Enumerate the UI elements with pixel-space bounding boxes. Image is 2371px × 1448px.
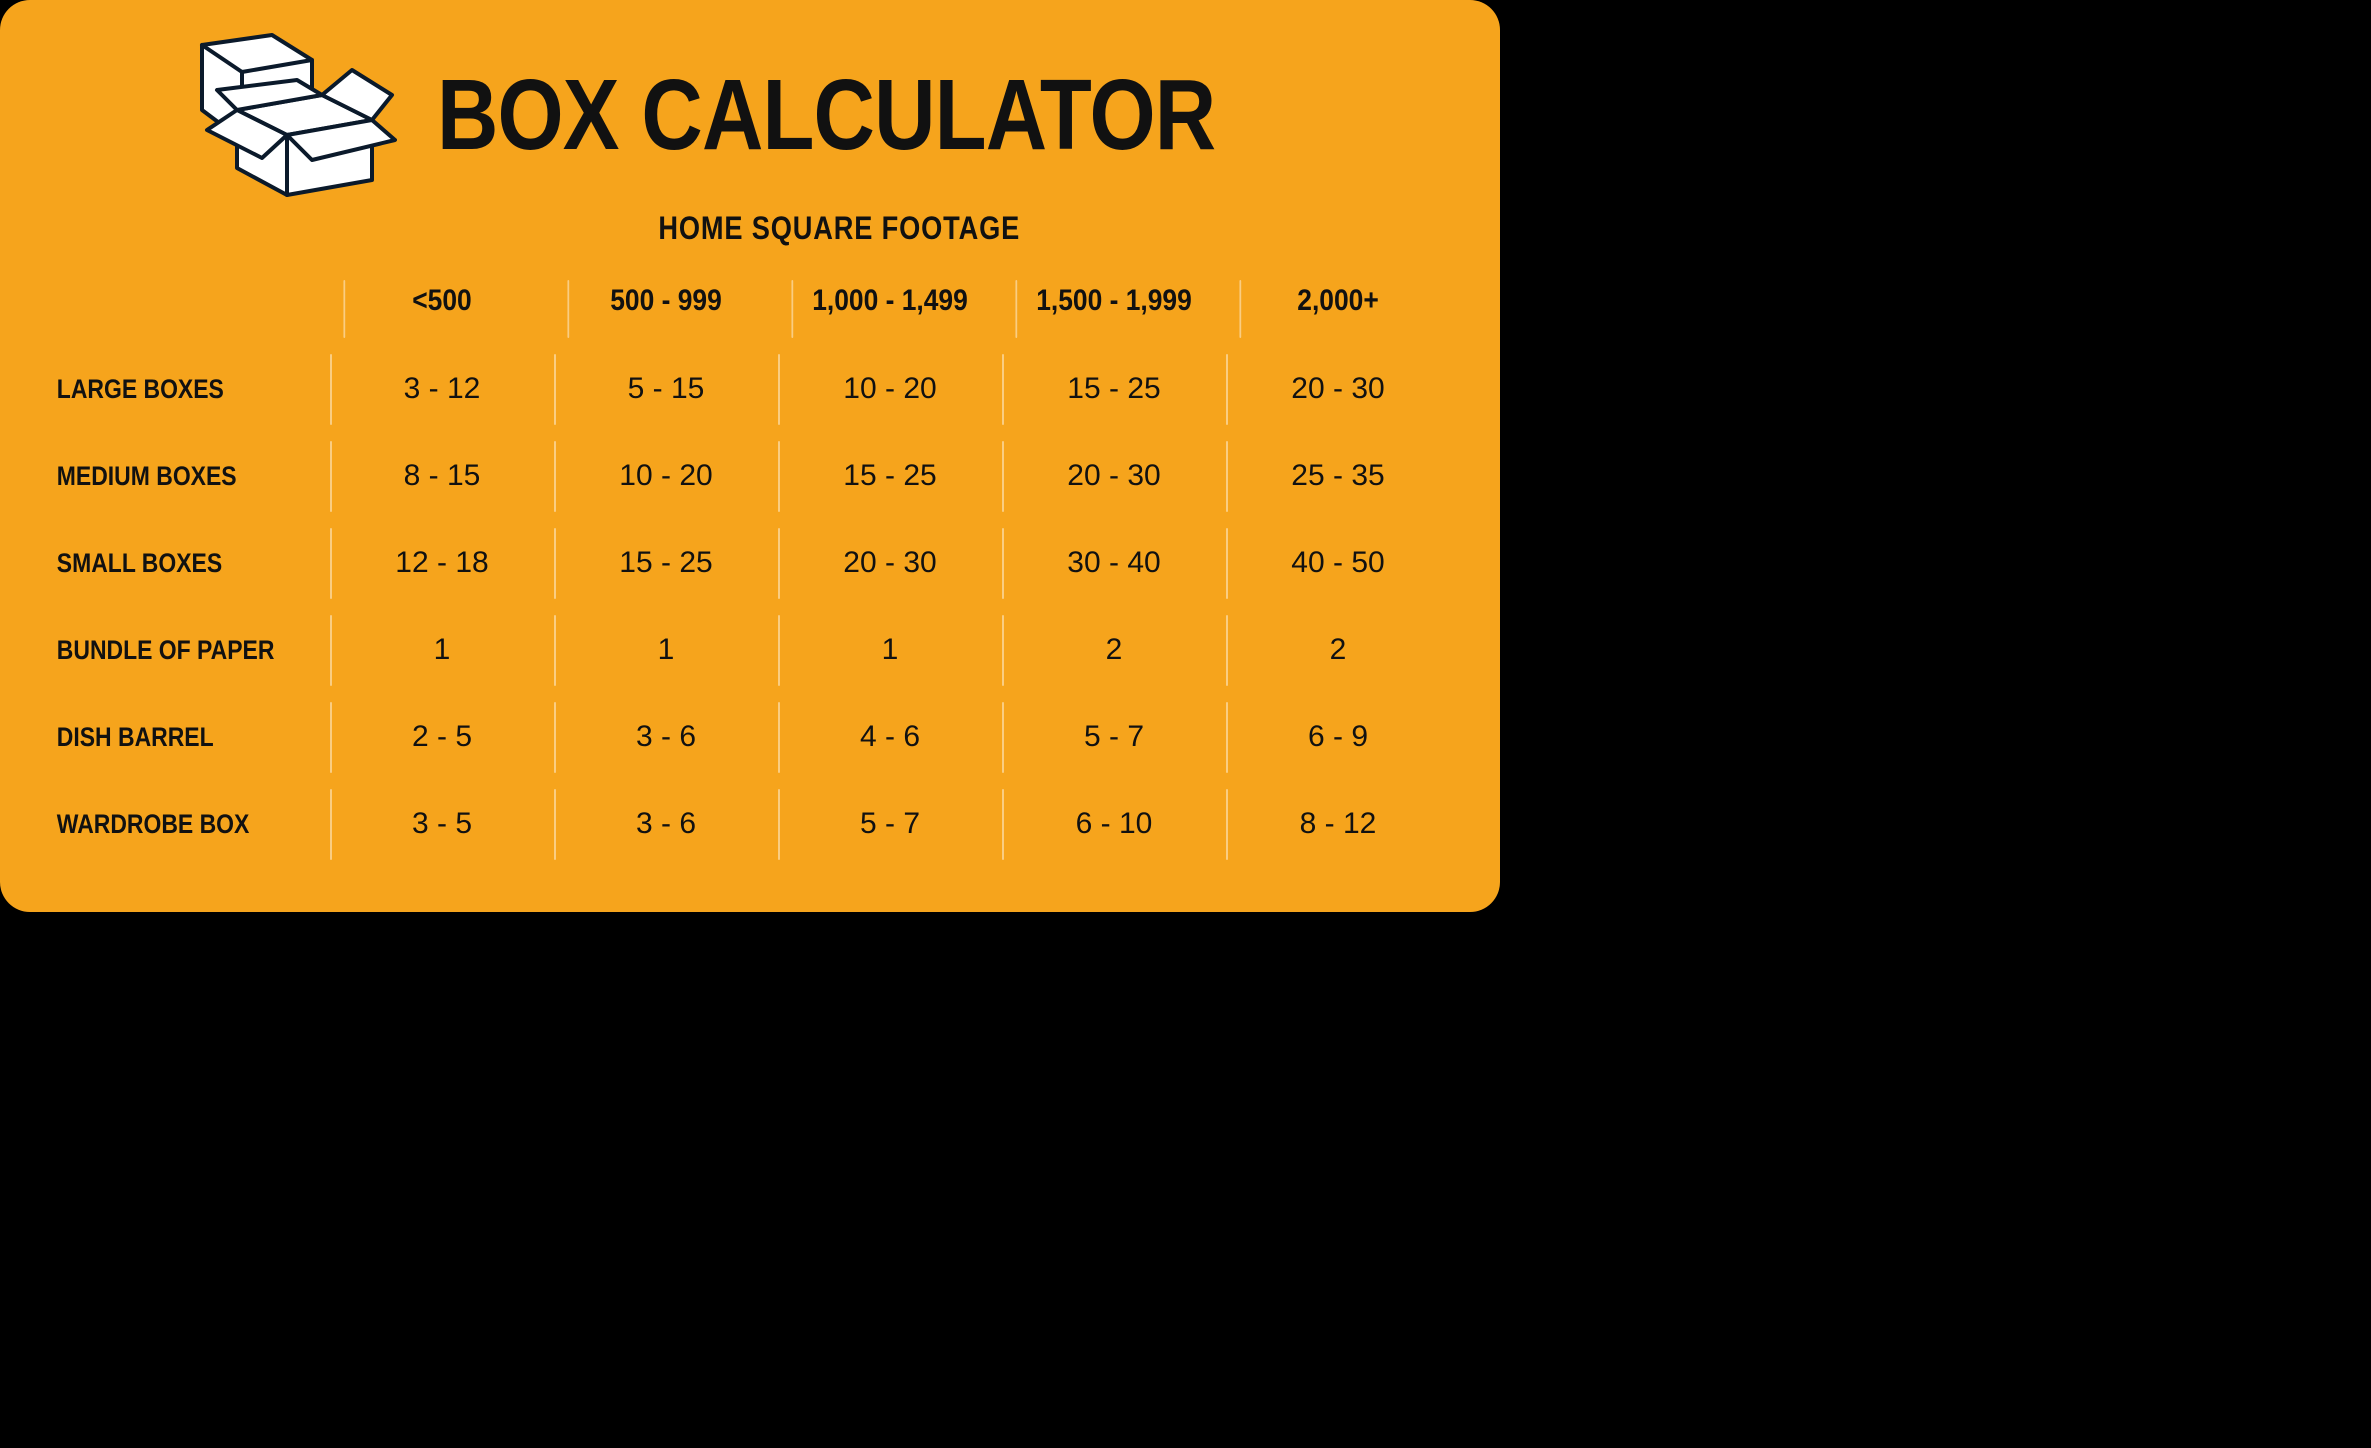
table-cell: 15 - 25 <box>778 433 1002 520</box>
column-header: 500 - 999 <box>567 272 764 346</box>
row-header: SMALL BOXES <box>50 520 288 607</box>
table-cell: 10 - 20 <box>554 433 778 520</box>
table-cell: 3 - 12 <box>330 346 554 433</box>
box-calculator-card: BOX CALCULATOR HOME SQUARE FOOTAGE <5005… <box>0 0 1500 912</box>
table-cell: 2 <box>1002 607 1226 694</box>
table-cell: 15 - 25 <box>554 520 778 607</box>
table-cell: 8 - 12 <box>1226 781 1450 868</box>
column-header: <500 <box>343 272 540 346</box>
table-cell: 5 - 15 <box>554 346 778 433</box>
table-cell: 1 <box>330 607 554 694</box>
table-cell: 10 - 20 <box>778 346 1002 433</box>
column-header: 2,000+ <box>1239 272 1436 346</box>
table-cell: 6 - 10 <box>1002 781 1226 868</box>
table-cell: 1 <box>778 607 1002 694</box>
table-cell: 25 - 35 <box>1226 433 1450 520</box>
table-cell: 2 <box>1226 607 1450 694</box>
table-cell: 20 - 30 <box>1002 433 1226 520</box>
column-header: 1,000 - 1,499 <box>791 272 988 346</box>
table-cell: 20 - 30 <box>1226 346 1450 433</box>
page-title: BOX CALCULATOR <box>437 58 1215 173</box>
table-cell: 5 - 7 <box>778 781 1002 868</box>
subtitle: HOME SQUARE FOOTAGE <box>155 210 1345 247</box>
boxes-icon <box>147 30 397 200</box>
calculator-table: <500500 - 9991,000 - 1,4991,500 - 1,9992… <box>50 272 1450 868</box>
table-cell: 20 - 30 <box>778 520 1002 607</box>
column-header: 1,500 - 1,999 <box>1015 272 1212 346</box>
table-cell: 3 - 5 <box>330 781 554 868</box>
table-cell: 3 - 6 <box>554 781 778 868</box>
table-cell: 2 - 5 <box>330 694 554 781</box>
table-cell: 4 - 6 <box>778 694 1002 781</box>
table-cell: 15 - 25 <box>1002 346 1226 433</box>
row-header: LARGE BOXES <box>50 346 288 433</box>
row-header: DISH BARREL <box>50 694 288 781</box>
row-header: BUNDLE OF PAPER <box>50 607 288 694</box>
table-cell: 12 - 18 <box>330 520 554 607</box>
table-corner <box>50 272 330 346</box>
row-header: MEDIUM BOXES <box>50 433 288 520</box>
table-cell: 8 - 15 <box>330 433 554 520</box>
table-cell: 40 - 50 <box>1226 520 1450 607</box>
row-header: WARDROBE BOX <box>50 781 288 868</box>
header: BOX CALCULATOR <box>50 30 1450 200</box>
table-cell: 1 <box>554 607 778 694</box>
table-cell: 3 - 6 <box>554 694 778 781</box>
table-cell: 6 - 9 <box>1226 694 1450 781</box>
table-cell: 30 - 40 <box>1002 520 1226 607</box>
table-cell: 5 - 7 <box>1002 694 1226 781</box>
